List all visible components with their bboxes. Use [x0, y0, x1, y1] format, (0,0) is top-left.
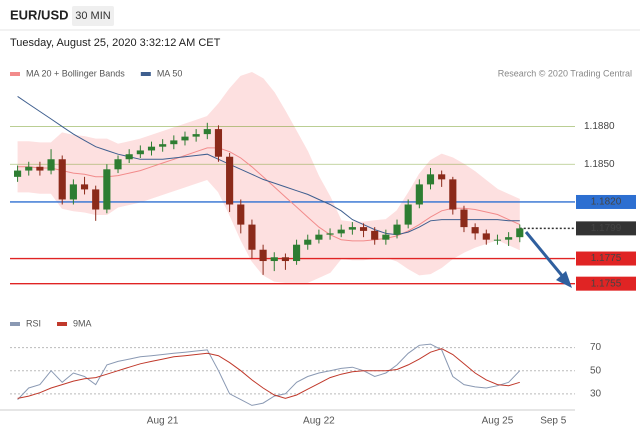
legend-label: MA 50	[157, 68, 183, 78]
chart-title: EUR/USD	[10, 7, 69, 22]
candle-body	[516, 228, 524, 238]
candle-body	[270, 257, 278, 262]
candle-body	[326, 233, 334, 235]
level-label-box	[576, 251, 636, 266]
candle-body	[103, 169, 111, 210]
y-tick-label: 70	[590, 342, 602, 353]
candle-body	[493, 239, 502, 241]
candle-body	[69, 184, 77, 200]
x-tick-label: Aug 25	[482, 416, 514, 427]
candle-body	[248, 224, 256, 250]
candle-body	[348, 227, 356, 230]
x-tick-label: Aug 21	[147, 416, 179, 427]
candle-body	[203, 129, 211, 135]
band-lower	[17, 178, 521, 283]
level-label: 1.1880	[584, 121, 615, 132]
forecast-arrow	[524, 231, 572, 288]
candle-body	[404, 204, 412, 225]
candle-body	[36, 166, 44, 171]
candle-body	[371, 230, 379, 240]
candle-body	[114, 159, 122, 170]
y-tick-label: 30	[590, 388, 602, 399]
legend-swatch	[10, 322, 20, 326]
legend-label: RSI	[26, 318, 41, 328]
level-label: 1.1850	[584, 159, 615, 170]
arrow-shaft	[524, 231, 566, 279]
level-label-box	[576, 221, 636, 236]
timeframe: 30 MIN	[75, 10, 111, 22]
candle-body	[281, 257, 289, 262]
candle-body	[460, 209, 468, 228]
candle-body	[382, 234, 390, 240]
level-label-box	[576, 194, 636, 209]
candle-body	[159, 144, 167, 147]
candle-body	[482, 233, 490, 240]
candle-body	[304, 239, 312, 245]
y-tick-label: 50	[590, 365, 602, 376]
candle-body	[14, 170, 22, 177]
legend-swatch	[10, 72, 20, 76]
indicator-line	[17, 348, 520, 399]
candle-body	[80, 184, 89, 190]
candle-body	[426, 174, 435, 185]
candle-body	[226, 156, 234, 205]
candle-body	[237, 204, 245, 225]
legend-label: 9MA	[73, 318, 92, 328]
candle-body	[337, 229, 345, 234]
candle-body	[25, 166, 33, 171]
candle-body	[58, 159, 66, 200]
legend-swatch	[140, 72, 151, 76]
legend-label: MA 20 + Bollinger Bands	[26, 68, 125, 78]
timeframe-box	[72, 6, 114, 26]
candle-body	[505, 237, 513, 240]
x-tick-label: Sep 5	[540, 416, 567, 427]
candle-body	[438, 174, 446, 180]
candle-body	[293, 244, 301, 262]
arrow-head	[556, 271, 572, 288]
candle-body	[47, 159, 55, 171]
candle-body	[147, 146, 156, 151]
candle-body	[259, 249, 267, 262]
candle-body	[359, 227, 368, 231]
indicator-line	[17, 343, 521, 406]
candle-body	[471, 227, 479, 234]
legend-swatch	[57, 322, 68, 326]
candle-body	[315, 234, 323, 240]
subtitle: Tuesday, August 25, 2020 3:32:12 AM CET	[10, 37, 221, 49]
credit: Research © 2020 Trading Central	[498, 68, 632, 78]
level-label-box	[576, 276, 636, 291]
x-tick-label: Aug 22	[303, 416, 335, 427]
moving-average	[17, 95, 520, 236]
level-label: 1.1820	[591, 197, 622, 208]
candle-body	[449, 179, 457, 210]
candle-body	[415, 184, 423, 205]
candle-body	[192, 134, 200, 137]
candle-body	[92, 189, 100, 210]
level-label: 1.1799	[591, 223, 622, 234]
candle-body	[136, 150, 144, 155]
candle-body	[393, 224, 401, 235]
candle-body	[125, 154, 133, 160]
candle-body	[181, 136, 189, 141]
level-label: 1.1755	[591, 278, 622, 289]
candle-body	[214, 129, 223, 157]
candle-body	[170, 140, 178, 145]
level-label: 1.1775	[591, 253, 622, 264]
band-upper	[17, 71, 521, 223]
moving-average	[17, 147, 521, 242]
